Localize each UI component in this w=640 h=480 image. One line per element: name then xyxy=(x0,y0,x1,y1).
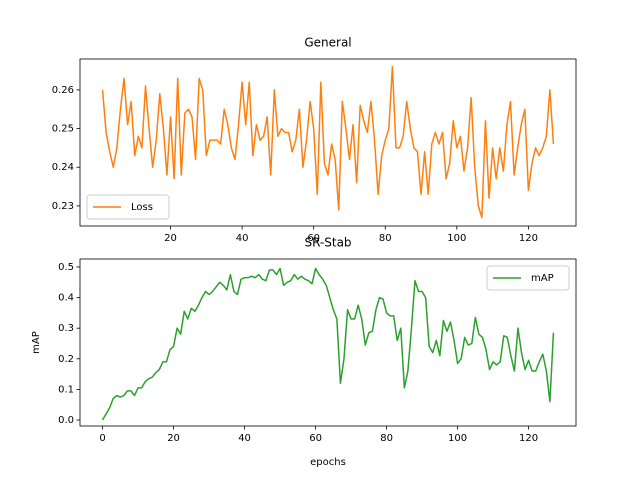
y-tick-label: 0.26 xyxy=(52,85,74,96)
x-axis-label: epochs xyxy=(310,457,346,468)
legend-box xyxy=(486,265,570,291)
y-tick-label: 0.23 xyxy=(52,201,74,212)
legend-label: mAP xyxy=(531,273,554,284)
axes-frame xyxy=(79,258,577,427)
x-tick-label: 100 xyxy=(448,433,467,444)
y-tick-label: 0.24 xyxy=(52,162,74,173)
x-tick-label: 0 xyxy=(99,433,105,444)
x-tick-label: 60 xyxy=(309,433,322,444)
legend-label: Loss xyxy=(131,202,153,213)
x-tick-label: 80 xyxy=(380,433,393,444)
x-tick-label: 20 xyxy=(167,433,180,444)
y-tick-label: 0.25 xyxy=(52,124,74,135)
chart-title: SR-Stab xyxy=(304,236,351,250)
y-tick-label: 0.4 xyxy=(58,293,74,304)
y-tick-label: 0.3 xyxy=(58,323,74,334)
x-tick-label: 60 xyxy=(307,233,320,244)
y-tick-label: 0.2 xyxy=(58,354,74,365)
y-tick-label: 0.5 xyxy=(58,262,74,273)
x-tick-label: 120 xyxy=(519,433,538,444)
x-tick-label: 80 xyxy=(379,233,392,244)
legend-box xyxy=(86,194,170,220)
x-tick-label: 120 xyxy=(519,233,538,244)
x-tick-label: 100 xyxy=(447,233,466,244)
axes-frame xyxy=(79,58,577,227)
x-tick-label: 40 xyxy=(236,233,249,244)
y-tick-label: 0.0 xyxy=(58,415,74,426)
x-tick-label: 40 xyxy=(238,433,251,444)
y-axis-label: mAP xyxy=(31,331,42,354)
x-tick-label: 20 xyxy=(164,233,177,244)
data-line xyxy=(101,267,555,421)
y-tick-label: 0.1 xyxy=(58,384,74,395)
data-line xyxy=(101,65,555,219)
chart-title: General xyxy=(304,36,351,50)
